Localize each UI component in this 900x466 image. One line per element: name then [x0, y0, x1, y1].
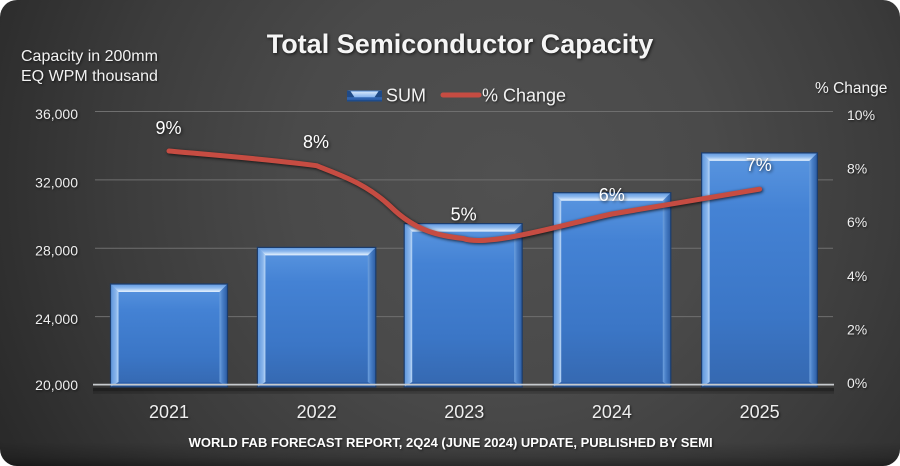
svg-text:EQ WPM thousand: EQ WPM thousand [21, 68, 158, 85]
svg-text:10%: 10% [847, 107, 875, 123]
svg-text:20,000: 20,000 [35, 377, 78, 393]
svg-text:5%: 5% [451, 205, 477, 225]
svg-text:% Change: % Change [815, 80, 887, 97]
svg-text:2024: 2024 [592, 402, 632, 422]
svg-text:8%: 8% [303, 132, 329, 152]
svg-text:2021: 2021 [149, 402, 189, 422]
svg-text:% Change: % Change [482, 86, 566, 106]
svg-text:7%: 7% [746, 155, 772, 175]
svg-text:2%: 2% [847, 321, 867, 337]
svg-text:32,000: 32,000 [35, 174, 78, 190]
svg-text:28,000: 28,000 [35, 243, 78, 259]
svg-text:WORLD FAB FORECAST REPORT, 2Q2: WORLD FAB FORECAST REPORT, 2Q24 (JUNE 20… [189, 435, 713, 450]
svg-text:24,000: 24,000 [35, 311, 78, 327]
svg-text:Total Semiconductor Capacity: Total Semiconductor Capacity [267, 29, 654, 59]
svg-text:SUM: SUM [386, 86, 426, 106]
svg-text:6%: 6% [599, 185, 625, 205]
svg-text:2022: 2022 [297, 402, 337, 422]
svg-text:8%: 8% [847, 161, 867, 177]
svg-text:36,000: 36,000 [35, 106, 78, 122]
svg-text:2023: 2023 [444, 402, 484, 422]
svg-text:Capacity in 200mm: Capacity in 200mm [21, 48, 158, 65]
svg-text:6%: 6% [847, 214, 867, 230]
svg-text:0%: 0% [847, 375, 867, 391]
svg-text:4%: 4% [847, 268, 867, 284]
svg-text:2025: 2025 [740, 402, 780, 422]
svg-text:9%: 9% [155, 118, 181, 138]
